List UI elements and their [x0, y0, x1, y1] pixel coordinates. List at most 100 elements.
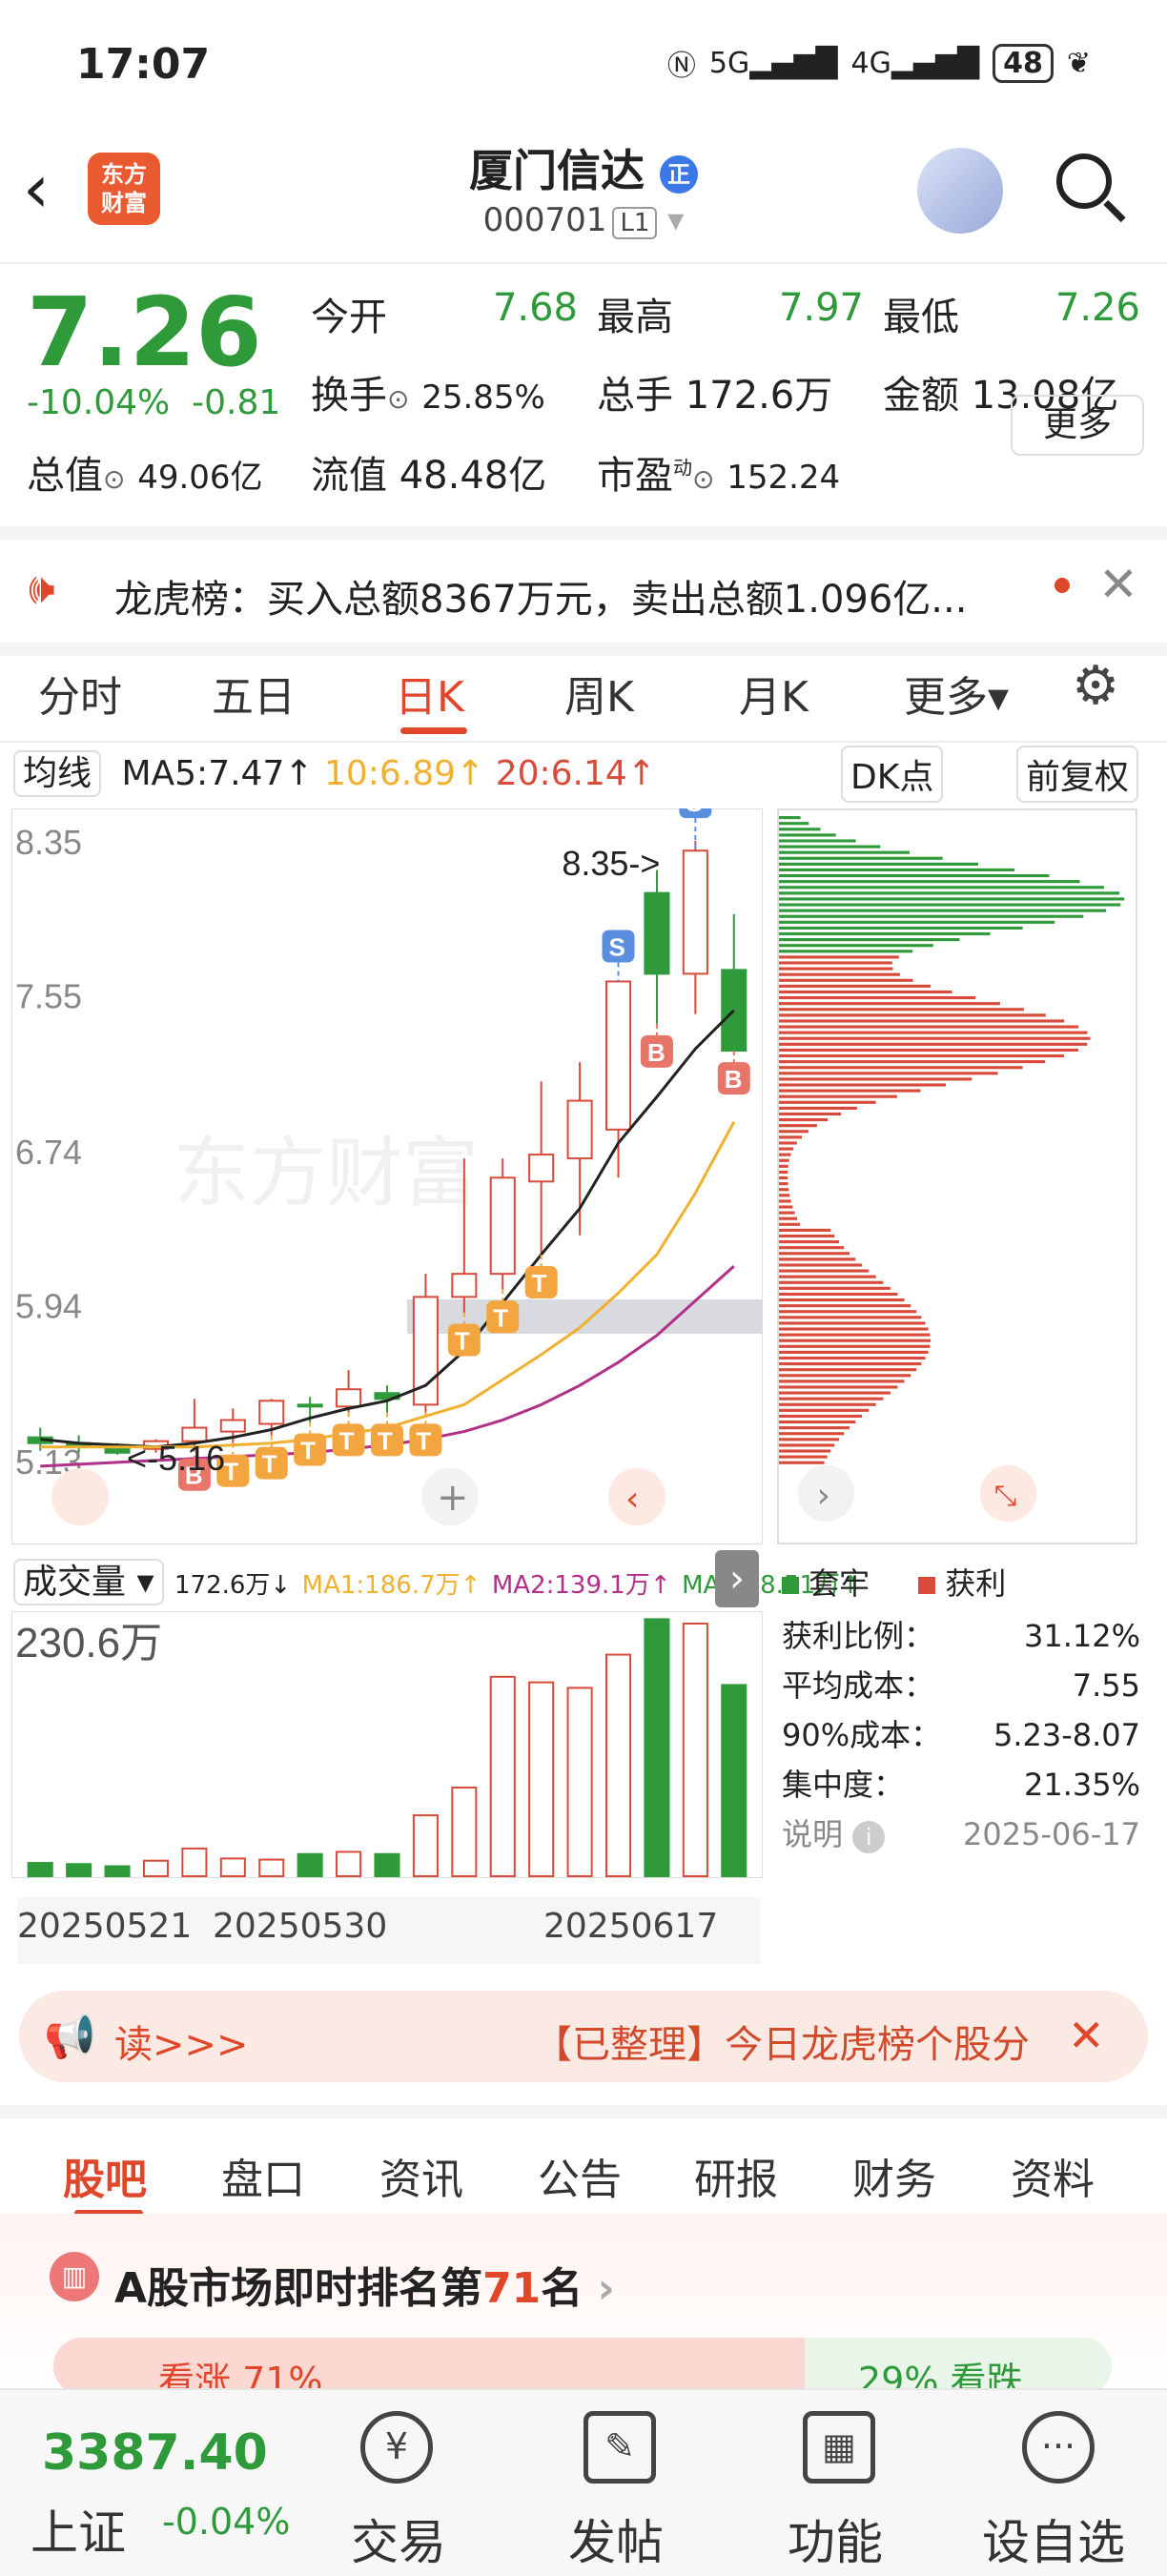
- tab-guba[interactable]: 股吧: [63, 2156, 147, 2204]
- chip-bar: [779, 903, 1121, 907]
- volume-bar: [374, 1852, 400, 1877]
- info-icon[interactable]: ⊙: [692, 463, 715, 495]
- close-icon[interactable]: ✕: [1068, 2010, 1105, 2061]
- chip-bar: [779, 1344, 931, 1348]
- info-link[interactable]: 说明 i: [782, 1809, 886, 1859]
- dragon-tiger-notice[interactable]: 🕪 龙虎榜：买入总额8367万元，卖出总额1.096亿... ✕: [0, 526, 1167, 656]
- gear-icon[interactable]: ⚙: [1072, 655, 1120, 717]
- robot-assistant-icon[interactable]: [917, 148, 1003, 234]
- date-axis: 20250521 20250530 20250617: [17, 1897, 761, 1964]
- tab-daily-k[interactable]: 日K: [395, 673, 464, 722]
- tab-intraday[interactable]: 分时: [38, 673, 122, 722]
- trade-yen-icon[interactable]: ¥: [360, 2411, 433, 2484]
- signal-badge: [216, 1454, 250, 1487]
- candle-body: [451, 1273, 478, 1298]
- tab-announcements[interactable]: 公告: [538, 2156, 622, 2204]
- edit-post-icon[interactable]: ✎: [584, 2411, 656, 2484]
- volume-selector[interactable]: 成交量 ▾: [13, 1559, 164, 1605]
- low-price: 最低 7.26: [883, 286, 1140, 339]
- chip-bar: [779, 1438, 839, 1441]
- kline-chart[interactable]: 东方财富 8.357.556.745.945.13 BTTTTTTTTTSBSB…: [11, 808, 763, 1544]
- volume-bar: [721, 1684, 747, 1877]
- chip-bar: [779, 1420, 856, 1424]
- nav-post[interactable]: 发帖: [568, 2515, 664, 2570]
- volume-legend: 成交量 ▾ 172.6万↓ MA1:186.7万↑ MA2:139.1万↑ MA…: [13, 1554, 861, 1605]
- signal-badge: [409, 1423, 442, 1457]
- tab-finance[interactable]: 财务: [852, 2156, 936, 2204]
- tab-profile[interactable]: 资料: [1011, 2156, 1095, 2204]
- chip-bar: [779, 1216, 798, 1220]
- chip-bar: [779, 1211, 795, 1215]
- stock-code[interactable]: 000701 L1 ▾: [482, 201, 685, 239]
- info-icon[interactable]: ⊙: [103, 463, 126, 495]
- date-label: 20250530: [213, 1907, 388, 1946]
- close-icon[interactable]: ✕: [1098, 557, 1138, 612]
- volume-bar: [604, 1653, 632, 1877]
- volume-bar: [528, 1681, 555, 1877]
- nav-trade[interactable]: 交易: [351, 2515, 446, 2570]
- banner-left-text: 读>>>: [114, 2023, 249, 2067]
- chevron-down-icon: ▾: [657, 201, 685, 239]
- more-dots-icon[interactable]: ···: [1022, 2411, 1095, 2484]
- chip-bar: [779, 1002, 1000, 1006]
- crosshair-button[interactable]: [421, 1468, 479, 1525]
- tab-more[interactable]: 更多▾: [904, 673, 1010, 722]
- chip-bar: [779, 1374, 911, 1378]
- nav-add-watchlist[interactable]: 设自选: [982, 2515, 1125, 2570]
- bottom-nav: 3387.40 上证 -0.04% ¥ 交易 ✎ 发帖 ▦ 功能 ··· 设自选: [0, 2388, 1167, 2576]
- candle-body: [644, 891, 670, 975]
- price-adjust-toggle[interactable]: 前复权: [1016, 746, 1139, 803]
- pe-ratio: 市盈动⊙ 152.24: [597, 454, 841, 498]
- indicator-selector[interactable]: 均线: [13, 750, 102, 797]
- dk-point-toggle[interactable]: DK点: [841, 746, 944, 803]
- tab-news[interactable]: 资讯: [379, 2156, 463, 2204]
- chip-bar: [779, 1257, 856, 1261]
- chip-bar: [779, 938, 960, 942]
- chip-bar: [779, 1391, 891, 1395]
- chip-bar: [779, 1182, 788, 1186]
- tab-pankou[interactable]: 盘口: [221, 2156, 305, 2204]
- signal-label: T: [339, 1426, 355, 1455]
- chip-bar: [779, 1269, 870, 1273]
- chip-bar: [779, 897, 1125, 901]
- grid-functions-icon[interactable]: ▦: [803, 2411, 875, 2484]
- chip-bar: [779, 1252, 850, 1256]
- news-banner[interactable]: 📢 读>>> 【已整理】今日龙虎榜个股分 ✕: [19, 1991, 1148, 2082]
- market-rank-card[interactable]: ▥ A股市场即时排名第71名 › 看涨 71% 29% 看跌: [0, 2214, 1167, 2395]
- scroll-right-button[interactable]: [797, 1464, 855, 1523]
- fullscreen-button[interactable]: [979, 1464, 1037, 1523]
- volume-chart[interactable]: 230.6万: [11, 1611, 763, 1878]
- date-label: 20250521: [17, 1907, 193, 1946]
- tab-monthly-k[interactable]: 月K: [739, 673, 809, 722]
- search-icon[interactable]: [1056, 153, 1112, 209]
- expand-indicator-button[interactable]: ›: [715, 1550, 759, 1607]
- signal-badge: [177, 1458, 211, 1491]
- chip-bar: [779, 1240, 839, 1244]
- chip-bar: [779, 1031, 1088, 1034]
- prev-page-button[interactable]: [51, 1468, 109, 1525]
- trapped-swatch: [782, 1577, 799, 1594]
- chip-bar: [779, 1194, 790, 1197]
- chip-bar: [779, 839, 856, 843]
- more-quote-button[interactable]: 更多: [1011, 395, 1144, 456]
- tab-research[interactable]: 研报: [694, 2156, 778, 2204]
- tab-five-day[interactable]: 五日: [212, 673, 296, 722]
- chip-distribution-chart[interactable]: › ⤡: [777, 808, 1137, 1544]
- chip-bar: [779, 984, 932, 988]
- chip-bar: [779, 886, 1104, 889]
- tab-weekly-k[interactable]: 周K: [564, 673, 634, 722]
- chip-bar: [779, 868, 1015, 872]
- volume-bar: [27, 1862, 53, 1877]
- back-icon[interactable]: ‹: [23, 150, 50, 228]
- last-price: 7.26: [27, 276, 262, 388]
- app-logo[interactable]: 东方 财富: [88, 153, 160, 225]
- status-icons: Ⓝ 5G▂▄▆█ 4G▂▄▆█ 48 ❦: [667, 42, 1091, 84]
- info-icon[interactable]: ⊙: [387, 383, 410, 415]
- chip-bar: [779, 1176, 788, 1180]
- index-value[interactable]: 3387.40: [42, 2424, 268, 2482]
- chip-bar: [779, 1008, 1024, 1012]
- candle-body: [489, 1176, 516, 1276]
- chip-bar: [779, 891, 1120, 895]
- scroll-left-button[interactable]: [608, 1468, 665, 1525]
- nav-functions[interactable]: 功能: [788, 2515, 883, 2570]
